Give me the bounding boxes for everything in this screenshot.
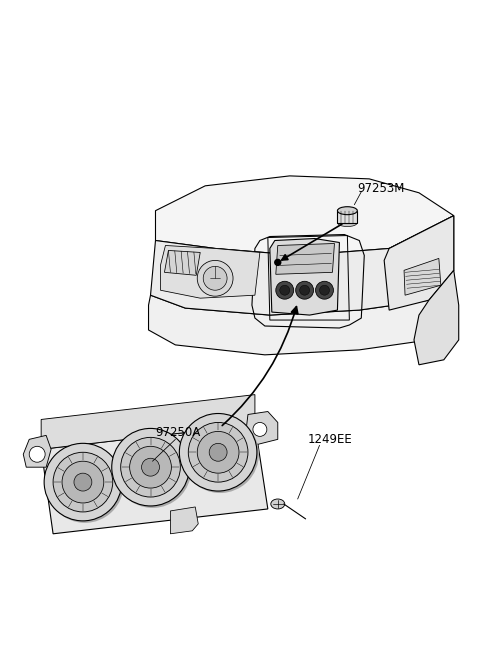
Polygon shape [414, 270, 459, 365]
Ellipse shape [62, 461, 104, 503]
Polygon shape [148, 295, 434, 355]
Circle shape [280, 285, 290, 295]
Ellipse shape [188, 422, 248, 482]
Polygon shape [23, 436, 51, 467]
Polygon shape [151, 216, 454, 315]
Ellipse shape [130, 446, 171, 488]
Polygon shape [165, 251, 200, 276]
Ellipse shape [74, 473, 92, 491]
Ellipse shape [53, 452, 113, 512]
Text: 1249EE: 1249EE [308, 433, 352, 446]
Polygon shape [337, 211, 357, 222]
Polygon shape [41, 395, 255, 449]
Ellipse shape [181, 415, 259, 493]
Ellipse shape [112, 428, 189, 506]
Polygon shape [170, 507, 198, 534]
Circle shape [203, 266, 227, 290]
Ellipse shape [180, 413, 257, 491]
Circle shape [296, 281, 313, 299]
Ellipse shape [197, 432, 239, 473]
Polygon shape [245, 411, 278, 444]
Polygon shape [276, 243, 335, 274]
Text: 97250A: 97250A [156, 426, 201, 439]
Ellipse shape [337, 218, 357, 226]
Circle shape [315, 281, 334, 299]
Polygon shape [160, 245, 260, 298]
Circle shape [29, 446, 45, 462]
Circle shape [300, 285, 310, 295]
Circle shape [197, 260, 233, 297]
Circle shape [320, 285, 329, 295]
Circle shape [275, 259, 281, 266]
Ellipse shape [142, 459, 159, 476]
Ellipse shape [271, 499, 285, 509]
Ellipse shape [337, 207, 357, 215]
Circle shape [276, 281, 294, 299]
Ellipse shape [209, 443, 227, 461]
Text: 97253M: 97253M [357, 182, 405, 195]
Ellipse shape [114, 430, 192, 508]
Ellipse shape [120, 438, 180, 497]
Polygon shape [41, 424, 268, 534]
Ellipse shape [46, 445, 124, 523]
Polygon shape [156, 176, 454, 255]
Circle shape [253, 422, 267, 436]
Polygon shape [384, 216, 454, 310]
Ellipse shape [44, 443, 122, 521]
Polygon shape [270, 239, 339, 315]
Polygon shape [404, 258, 441, 295]
